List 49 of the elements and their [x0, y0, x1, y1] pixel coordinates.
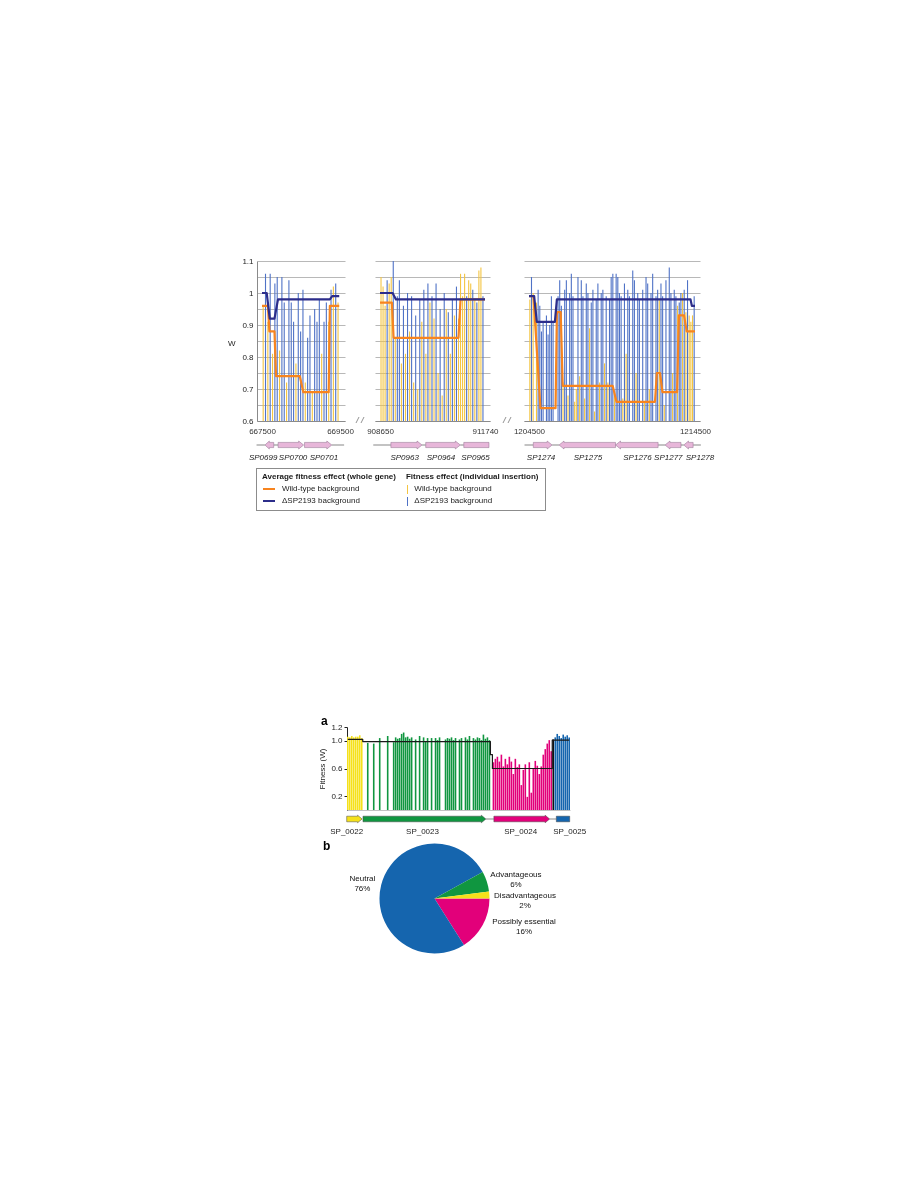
legend-label: Wild-type background [282, 483, 360, 495]
slice-label: Possibly essential [492, 917, 556, 927]
slice-label: Disadvantageous [494, 891, 556, 901]
text: SP0699 [248, 453, 278, 463]
y-tick-label: 1.2 [331, 722, 343, 732]
x-tick-label: 908650 [367, 426, 395, 436]
x-tick-label: 911740 [472, 426, 500, 436]
text: SP1278 [685, 453, 715, 463]
slice-label: Advantageous [490, 870, 542, 880]
text: SP0965 [461, 453, 491, 463]
y-tick-label: 1.0 [331, 736, 343, 746]
legend-title: Average fitness effect (whole gene) [262, 471, 396, 483]
data-label: 76% [354, 883, 371, 893]
legend-label: ΔSP2193 background [414, 495, 493, 507]
chart-title: a [320, 714, 328, 728]
data-label: 16% [515, 927, 532, 937]
y-tick-label: 1.1 [242, 256, 255, 266]
data-label: 2% [519, 901, 531, 911]
x-tick-label: 1204500 [513, 426, 546, 436]
y-tick-label: 0.8 [242, 352, 255, 362]
text: SP0700 [278, 453, 308, 463]
y-tick-label: 0.9 [242, 320, 255, 330]
legend-label: Wild-type background [414, 483, 492, 495]
text: SP_0024 [504, 827, 538, 837]
y-tick-label: 0.2 [331, 791, 343, 801]
y-tick-label: 0.6 [242, 416, 255, 426]
text: SP1275 [573, 453, 603, 463]
y-tick-label: 0.6 [331, 764, 343, 773]
text: SP1274 [526, 453, 556, 463]
y-tick-label: 0.7 [242, 384, 255, 394]
chart-title: b [323, 839, 331, 853]
y-axis-title: Fitness (W) [318, 748, 328, 790]
text: SP0964 [426, 453, 456, 463]
x-tick-label: 669500 [327, 426, 355, 436]
text: SP1277 [654, 453, 684, 463]
data-label: 6% [510, 880, 522, 890]
y-axis-title: W [227, 338, 236, 348]
text: SP1276 [623, 453, 653, 463]
text: SP_0022 [330, 827, 364, 837]
text: SP_0025 [553, 827, 587, 837]
text: SP_0023 [406, 827, 440, 837]
y-tick-label: 1 [249, 288, 255, 298]
slice-label: Neutral [349, 873, 376, 883]
text: SP0963 [390, 453, 420, 463]
x-tick-label: 1214500 [679, 426, 712, 436]
legend-label: ΔSP2193 background [282, 495, 360, 507]
x-tick-label: 667500 [249, 426, 277, 436]
text: Fitness effect (individual insertion) [405, 471, 539, 483]
text: SP0701 [309, 453, 339, 463]
